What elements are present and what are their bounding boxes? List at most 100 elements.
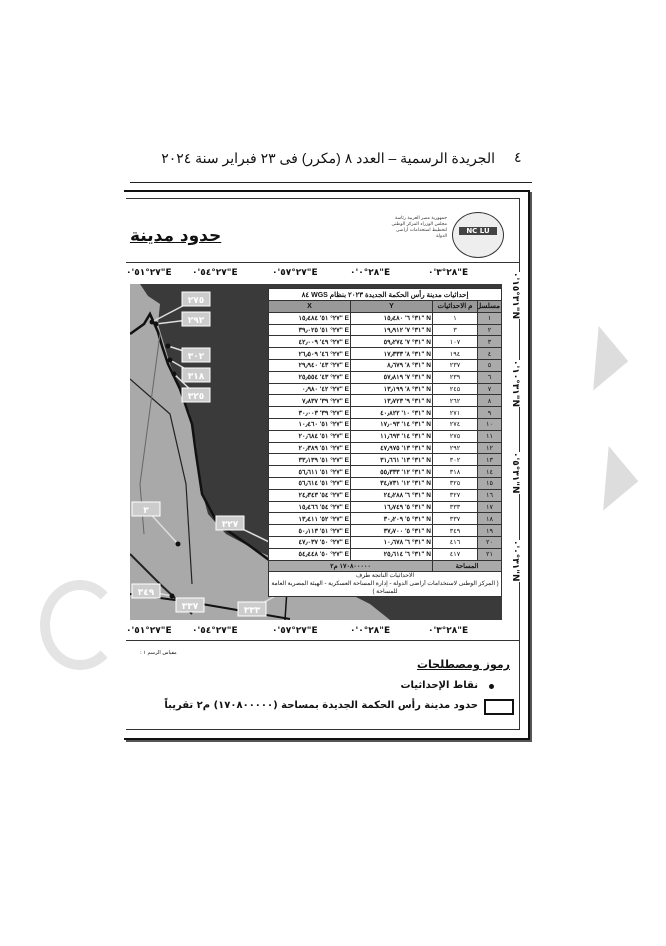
serial-cell: ٩ bbox=[477, 406, 503, 419]
serial-cell: ١٢ bbox=[477, 441, 503, 455]
coordinate-point bbox=[167, 357, 173, 363]
x-coordinate-cell: ٢٧° ٤٩' ٤٢٫٠٠٩" E bbox=[267, 335, 352, 349]
gazette-header-title: الجريدة الرسمية – العدد ٨ (مكرر) فى ٢٣ ف… bbox=[161, 150, 495, 166]
table-row: ٤ ١٩٤ ٣١° ٨' ١٧٫٣٣٣" N ٢٧° ٤٦' ٢٦٫٥٠٩" E bbox=[267, 347, 503, 360]
coordinate-point bbox=[169, 593, 175, 599]
y-coordinate-cell: ٣١° ٦' ١٠٫٦٧٨" N bbox=[350, 535, 434, 549]
y-coordinate-cell: ٣١° ١٣' ٣١٫٦٦١" N bbox=[350, 453, 434, 467]
point-number-cell: ٢٦٢ bbox=[432, 394, 479, 408]
x-coordinate-cell: ٢٧° ٥١' ٣٩٫٠٢٥" E bbox=[267, 323, 352, 337]
land bbox=[130, 284, 390, 620]
point-label-box bbox=[131, 583, 161, 599]
y-coordinate-cell: ٣١° ١٤' ١٧٫٠٩٣" N bbox=[350, 417, 434, 431]
table-caption: إحداثيات مدينة رأس الحكمة الجديدة ٢٠٢٣ ب… bbox=[267, 288, 503, 301]
coordinate-point bbox=[165, 343, 171, 349]
column-header: م الاحداثيات bbox=[432, 300, 479, 313]
x-coordinate-cell: ٢٧° ٥٢' ١٣٫٤١١" E bbox=[267, 512, 352, 526]
x-coordinate-cell: ٢٧° ٥١' ١٠٫٤٦٠" E bbox=[267, 417, 352, 431]
y-coordinate-cell: ٣١° ٦' ١٥٫٤٨٠" N bbox=[350, 311, 434, 325]
header-divider bbox=[130, 182, 532, 183]
x-coordinate-cell: ٢٧° ٥٠' ٥٤٫٤٤٨" E bbox=[267, 547, 352, 561]
y-coordinate-cell: ٣١° ٨' ٨٫٦٧٩" N bbox=[350, 358, 434, 372]
x-coordinate-cell: ٢٧° ٥١' ٥٦٫٦١٤" E bbox=[267, 476, 352, 490]
longitude-label: ٢٧°٥٤'٠"E bbox=[192, 626, 238, 636]
x-coordinate-cell: ٢٧° ٥١' ٢٠٫٦٨٤" E bbox=[267, 429, 352, 443]
legend-title: رموز ومصطلحات bbox=[416, 658, 510, 671]
table-row: ٩ ٢٧١ ٣١° ١٠' ٤٠٫٨٢٢" N ٢٧° ٣٩' ٣٠٫٠٠٣" E bbox=[267, 406, 503, 419]
serial-cell: ١١ bbox=[477, 429, 503, 443]
table-row: ٥ ٢٣٧ ٣١° ٨' ٨٫٦٧٩" N ٢٧° ٤٣' ٢٩٫٩٤٠" E bbox=[267, 358, 503, 372]
y-coordinate-cell: ٣١° ٧' ٥٩٫٢٧٤" N bbox=[350, 335, 434, 349]
y-coordinate-cell: ٣١° ٦' ٢٥٫٦١٤" N bbox=[350, 547, 434, 561]
latitude-label: ٣١°٠'٠"N bbox=[510, 540, 520, 582]
y-coordinate-cell: ٣١° ١٤' ١١٫٦٩٣" N bbox=[350, 429, 434, 443]
y-coordinate-cell: ٣١° ٦' ٢٤٫٢٨٨" N bbox=[350, 488, 434, 502]
x-coordinate-cell: ٢٧° ٤٦' ٢٦٫٥٠٩" E bbox=[267, 347, 352, 360]
serial-cell: ١٥ bbox=[477, 476, 503, 490]
x-coordinate-cell: ٢٧° ٤٣' ٢٥٫٥٥٤" E bbox=[267, 370, 352, 384]
point-number-cell: ٤١٧ bbox=[432, 547, 479, 561]
serial-cell: ٨ bbox=[477, 394, 503, 408]
x-coordinate-cell: ٢٧° ٥١' ٣٣٫١٣٩" E bbox=[267, 453, 352, 467]
point-number-cell: ٢٩٢ bbox=[432, 441, 479, 455]
x-coordinate-cell: ٢٧° ٥١' ٥٠٫١١٣" E bbox=[267, 524, 352, 537]
x-coordinate-cell: ٢٧° ٤٢' ٠٫٩٨٠" E bbox=[267, 382, 352, 396]
scale-label: مقياس الرسم ١ : bbox=[140, 650, 177, 656]
point-label: ٣٢٧ bbox=[222, 520, 239, 530]
point-label: ٣٤٩ bbox=[138, 588, 155, 598]
longitude-label: ٢٨°٣'٠"E bbox=[428, 626, 469, 636]
column-header: X bbox=[267, 300, 352, 313]
x-coordinate-cell: ٢٧° ٥٤' ١٥٫٤٦٦" E bbox=[267, 500, 352, 514]
y-coordinate-cell: ٣١° ١٠' ٤٠٫٨٢٢" N bbox=[350, 406, 434, 419]
rectangle-outline-icon bbox=[484, 699, 514, 715]
point-number-cell: ٢٣٧ bbox=[432, 358, 479, 372]
x-coordinate-cell: ٢٧° ٥٠' ٤٧٫٠٣٧" E bbox=[267, 535, 352, 549]
x-coordinate-cell: ٢٧° ٣٩' ٣٠٫٠٠٣" E bbox=[267, 406, 352, 419]
point-number-cell: ٣٣٧ bbox=[432, 512, 479, 526]
x-coordinate-cell: ٢٧° ٥١' ٢٠٫٣٨٩" E bbox=[267, 441, 352, 455]
table-row: ١٨ ٣٣٧ ٣١° ٥' ٣٠٫٢٠٩" N ٢٧° ٥٢' ١٣٫٤١١" E bbox=[267, 512, 503, 526]
dot-icon bbox=[489, 684, 494, 689]
point-label-box bbox=[181, 311, 211, 327]
y-coordinate-cell: ٣١° ١٢' ٥٥٫٣٣٣" N bbox=[350, 465, 434, 478]
table-footer: ( المركز الوطنى لاستخدامات أراضى الدولة … bbox=[267, 580, 503, 598]
serial-cell: ٢١ bbox=[477, 547, 503, 561]
table-row: ١٢ ٢٩٢ ٣١° ١٣' ٤٧٫٩٧٥" N ٢٧° ٥١' ٢٠٫٣٨٩" E bbox=[267, 441, 503, 455]
y-coordinate-cell: ٣١° ٧' ٥٧٫٨١٩" N bbox=[350, 370, 434, 384]
y-coordinate-cell: ٣١° ٩' ١٣٫٧٢٣" N bbox=[350, 394, 434, 408]
table-row: ١٤ ٣١٨ ٣١° ١٢' ٥٥٫٣٣٣" N ٢٧° ٥١' ٥٦٫٦١١" E bbox=[267, 465, 503, 478]
point-number-cell: ١ bbox=[432, 311, 479, 325]
point-label-box bbox=[181, 367, 211, 383]
legend-item: حدود مدينة رأس الحكمة الجديدة بمساحة (١٧… bbox=[164, 700, 478, 711]
legend-item: نقاط الإحداثيات bbox=[400, 680, 479, 691]
watermark-seal bbox=[40, 580, 120, 670]
table-row: ١٣ ٣٠٢ ٣١° ١٣' ٣١٫٦٦١" N ٢٧° ٥١' ٣٣٫١٣٩" E bbox=[267, 453, 503, 467]
point-label: ٣١٨ bbox=[188, 372, 205, 382]
longitude-label: ٢٧°٥٤'٠"E bbox=[192, 268, 238, 278]
serial-cell: ٢ bbox=[477, 323, 503, 337]
point-number-cell: ٢٤٥ bbox=[432, 382, 479, 396]
serial-cell: ١٨ bbox=[477, 512, 503, 526]
y-coordinate-cell: ٣١° ٧' ١٩٫٩١٢" N bbox=[350, 323, 434, 337]
point-label-box bbox=[181, 347, 211, 363]
point-number-cell: ٢٧١ bbox=[432, 406, 479, 419]
serial-cell: ٧ bbox=[477, 382, 503, 396]
serial-cell: ١٤ bbox=[477, 465, 503, 478]
x-coordinate-cell: ٢٧° ٥١' ٥٦٫٦١١" E bbox=[267, 465, 352, 478]
longitude-label: ٢٧°٥٧'٠"E bbox=[272, 626, 318, 636]
point-label: ٢٧٥ bbox=[188, 296, 204, 306]
point-label: ٣ bbox=[143, 506, 149, 516]
latitude-label: ٣١°١٠'٠"N bbox=[510, 360, 520, 407]
point-number-cell: ٣٣٣ bbox=[432, 500, 479, 514]
point-number-cell: ٢٧٥ bbox=[432, 429, 479, 443]
column-header: مسلسل bbox=[477, 300, 503, 313]
point-label-box bbox=[215, 515, 245, 531]
coast-boundary bbox=[130, 311, 309, 586]
point-label: ٣٢٥ bbox=[188, 392, 204, 402]
serial-cell: ١٠ bbox=[477, 417, 503, 431]
area-label: المساحة bbox=[432, 559, 503, 573]
point-label: ٣٠٢ bbox=[188, 352, 205, 362]
table-row: ٧ ٢٤٥ ٣١° ٨' ١٣٫١٩٩" N ٢٧° ٤٢' ٠٫٩٨٠" E bbox=[267, 382, 503, 396]
table-row: ١٠ ٢٧٤ ٣١° ١٤' ١٧٫٠٩٣" N ٢٧° ٥١' ١٠٫٤٦٠" E bbox=[267, 417, 503, 431]
